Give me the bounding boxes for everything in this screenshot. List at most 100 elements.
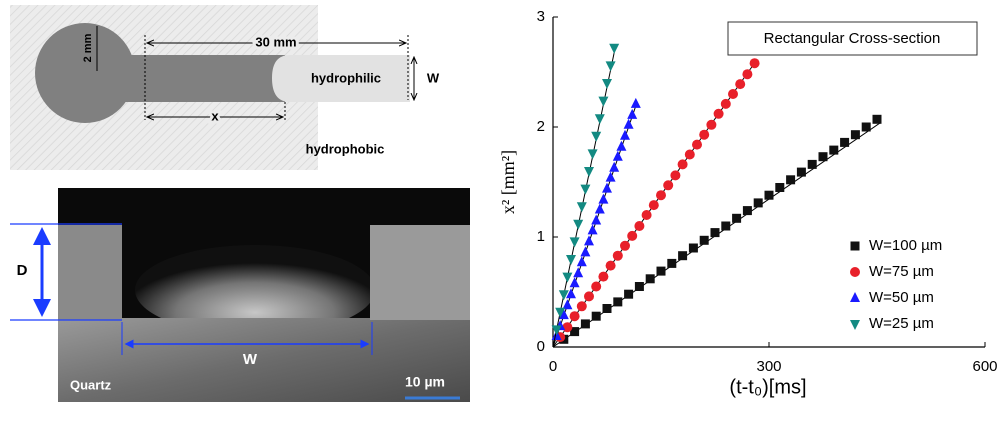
point [720, 98, 731, 109]
length-label: 30 mm [255, 34, 296, 49]
point [555, 307, 566, 318]
point [580, 319, 590, 329]
point [605, 260, 616, 271]
point [796, 167, 806, 177]
point [598, 96, 609, 107]
point [645, 274, 655, 284]
width-label: W [243, 351, 258, 368]
point [584, 167, 594, 177]
point [562, 322, 573, 333]
radius-label: 2 mm [82, 33, 94, 62]
point [728, 89, 738, 99]
point [573, 267, 584, 278]
legend-title: Rectangular Cross-section [764, 30, 941, 47]
point [569, 237, 580, 248]
point [670, 170, 681, 181]
point [656, 266, 666, 276]
point [566, 255, 576, 265]
legend-title-box [727, 21, 978, 56]
legend-marker [850, 292, 860, 302]
scale-label: 10 µm [405, 374, 445, 390]
point [580, 184, 591, 195]
point [818, 152, 828, 162]
point [587, 224, 598, 235]
point [699, 235, 709, 245]
legend-marker [850, 267, 860, 277]
right-wall [370, 225, 470, 320]
point [753, 198, 763, 208]
point [735, 79, 746, 90]
point [713, 108, 724, 119]
reservoir [35, 23, 135, 123]
y-axis-label: x² [mm²] [498, 150, 518, 214]
point [566, 288, 576, 299]
point [732, 213, 742, 223]
point [699, 129, 710, 140]
point [587, 149, 598, 160]
point [580, 246, 591, 257]
point [630, 97, 641, 108]
legend-label: W=100 µm [869, 237, 942, 254]
point [667, 258, 677, 268]
substrate-label: Quartz [70, 377, 112, 392]
y-tick-label: 3 [537, 8, 545, 25]
point [620, 129, 630, 140]
point [602, 79, 612, 89]
x-tick-label: 600 [972, 358, 997, 375]
point [576, 256, 587, 267]
substrate [58, 318, 470, 402]
legend-label: W=50 µm [869, 289, 934, 306]
point [829, 145, 839, 155]
point [573, 219, 584, 230]
point [786, 175, 796, 185]
point [656, 190, 666, 201]
position-label: x [211, 108, 219, 123]
point [558, 309, 569, 320]
point [605, 171, 616, 182]
x-axis-label: (t-t₀)[ms] [729, 376, 806, 398]
point [576, 202, 587, 213]
point [594, 114, 605, 125]
point [562, 272, 573, 283]
point [861, 122, 871, 132]
point [616, 140, 627, 151]
point [648, 200, 659, 211]
filled-channel [120, 55, 285, 102]
micrograph: D W Quartz 10 µm [10, 188, 470, 402]
x-tick-label: 300 [756, 358, 781, 375]
point [627, 108, 638, 119]
schematic: 30 mm x W hydrophilic hydrophobic 2 mm [10, 5, 440, 170]
point [807, 159, 817, 169]
x-tick-label: 0 [549, 358, 557, 375]
point [591, 214, 602, 225]
point [602, 182, 612, 193]
y-tick-label: 2 [537, 118, 545, 135]
fit-line [552, 45, 617, 348]
depth-label: D [17, 262, 28, 279]
point [688, 243, 698, 253]
legend-label: W=25 µm [869, 315, 934, 332]
point [602, 304, 612, 313]
point [609, 43, 620, 54]
point [594, 203, 605, 214]
y-tick-label: 1 [537, 228, 545, 245]
point [840, 137, 850, 147]
point [576, 301, 587, 312]
point [775, 183, 785, 192]
point [706, 119, 717, 130]
point [598, 271, 609, 282]
legend-marker [850, 320, 860, 330]
hydrophilic-channel [272, 55, 410, 102]
point [677, 159, 688, 170]
point [684, 149, 695, 160]
point [612, 150, 623, 161]
point [591, 281, 602, 292]
point [569, 277, 580, 288]
point [634, 221, 645, 231]
point [749, 58, 760, 69]
point [570, 327, 580, 337]
point [742, 206, 752, 216]
point [562, 299, 573, 310]
point [620, 240, 630, 251]
point [584, 235, 594, 246]
